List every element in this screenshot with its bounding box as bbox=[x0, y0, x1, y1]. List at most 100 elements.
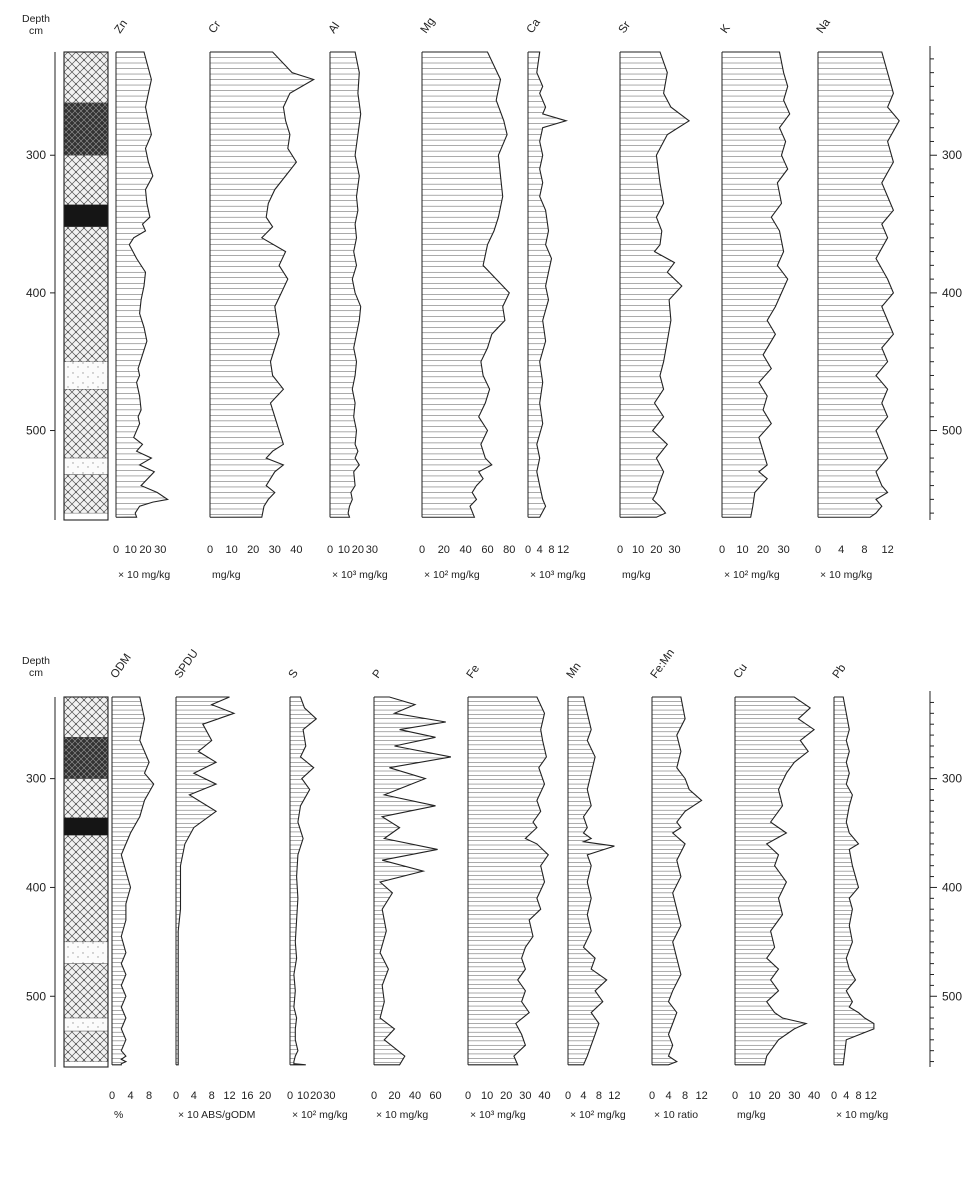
profile-cr: Cr 0 10 20 30 40 mg/kg bbox=[207, 19, 316, 581]
profile-line bbox=[373, 696, 452, 1066]
unit-label: % bbox=[114, 1109, 123, 1121]
profile-line bbox=[527, 51, 569, 518]
x-tick-label: 8 bbox=[548, 544, 554, 556]
x-tick-label: 10 bbox=[225, 544, 237, 556]
profile-ca: Ca 0 4 8 12 × 10³ mg/kg bbox=[525, 16, 586, 581]
unit-label: × 10³ mg/kg bbox=[470, 1109, 526, 1121]
x-tick-label: 10 bbox=[338, 544, 350, 556]
profile-line bbox=[289, 696, 318, 1066]
x-tick-label: 16 bbox=[241, 1090, 253, 1102]
lithology-unit-crosshatch bbox=[63, 778, 109, 818]
depth-axis-unit: cm bbox=[29, 25, 43, 37]
profile-line bbox=[567, 696, 615, 1066]
depth-tick-label: 500 bbox=[26, 989, 46, 1003]
profile-odm: ODM 0 4 8% bbox=[109, 652, 155, 1121]
profile-k: K 0 10 20 30 × 10² mg/kg bbox=[719, 22, 791, 581]
element-label: Fe bbox=[465, 663, 483, 681]
x-tick-label: 8 bbox=[209, 1090, 215, 1102]
x-tick-label: 20 bbox=[310, 1090, 322, 1102]
unit-label: × 10² mg/kg bbox=[424, 569, 480, 581]
depth-tick-label: 400 bbox=[942, 286, 962, 300]
lithology-unit-crosshatch bbox=[63, 389, 109, 459]
x-tick-label: 0 bbox=[371, 1090, 377, 1102]
lithology-unit-crosshatch bbox=[63, 155, 109, 205]
x-tick-label: 8 bbox=[861, 544, 867, 556]
unit-label: × 10² mg/kg bbox=[292, 1109, 348, 1121]
profile-line bbox=[734, 696, 816, 1066]
x-tick-label: 20 bbox=[768, 1090, 780, 1102]
x-tick-label: 4 bbox=[843, 1090, 849, 1102]
profile-line bbox=[619, 51, 691, 518]
profile-fe: Fe 0 10 20 30 40 × 10³ mg/kg bbox=[465, 663, 551, 1121]
lithology-column bbox=[63, 51, 109, 521]
x-tick-label: 40 bbox=[290, 544, 302, 556]
x-tick-label: 0 bbox=[719, 544, 725, 556]
x-tick-label: 30 bbox=[668, 544, 680, 556]
depth-tick-label: 300 bbox=[942, 772, 962, 786]
profile-line bbox=[111, 696, 155, 1066]
x-tick-label: 40 bbox=[538, 1090, 550, 1102]
x-tick-label: 0 bbox=[287, 1090, 293, 1102]
x-tick-label: 4 bbox=[580, 1090, 586, 1102]
x-tick-label: 4 bbox=[537, 544, 543, 556]
depth-axis-unit: cm bbox=[29, 667, 43, 679]
x-tick-label: 0 bbox=[113, 544, 119, 556]
x-tick-label: 8 bbox=[146, 1090, 152, 1102]
profile-line bbox=[421, 51, 510, 518]
x-tick-label: 12 bbox=[865, 1090, 877, 1102]
x-tick-label: 12 bbox=[557, 544, 569, 556]
x-tick-label: 30 bbox=[366, 544, 378, 556]
depth-tick-label: 400 bbox=[26, 286, 46, 300]
x-tick-label: 20 bbox=[388, 1090, 400, 1102]
profile-line bbox=[467, 696, 550, 1066]
x-tick-label: 10 bbox=[749, 1090, 761, 1102]
x-tick-label: 0 bbox=[419, 544, 425, 556]
depth-tick-label: 400 bbox=[942, 880, 962, 894]
x-tick-label: 30 bbox=[154, 544, 166, 556]
unit-label: × 10³ mg/kg bbox=[530, 569, 586, 581]
unit-label: × 10³ mg/kg bbox=[332, 569, 388, 581]
profile-s: S 0 10 20 30 × 10² mg/kg bbox=[287, 667, 348, 1121]
x-tick-label: 40 bbox=[808, 1090, 820, 1102]
lithology-unit-crosshatch bbox=[63, 1030, 109, 1062]
x-tick-label: 30 bbox=[788, 1090, 800, 1102]
x-tick-label: 8 bbox=[596, 1090, 602, 1102]
element-label: S bbox=[287, 667, 301, 680]
x-tick-label: 30 bbox=[269, 544, 281, 556]
x-tick-label: 0 bbox=[565, 1090, 571, 1102]
x-tick-label: 12 bbox=[608, 1090, 620, 1102]
unit-label: × 10 mg/kg bbox=[118, 569, 170, 581]
x-tick-label: 20 bbox=[259, 1090, 271, 1102]
lithology-unit-light bbox=[63, 457, 109, 475]
depth-tick-label: 300 bbox=[26, 772, 46, 786]
lithology-unit-crosshatch bbox=[63, 963, 109, 1019]
profile-p: P 0 20 40 60× 10 mg/kg bbox=[371, 667, 452, 1121]
x-tick-label: 10 bbox=[632, 544, 644, 556]
profile-line bbox=[833, 696, 875, 1066]
unit-label: × 10 mg/kg bbox=[376, 1109, 428, 1121]
x-tick-label: 12 bbox=[695, 1090, 707, 1102]
lithology-unit-crosshatch bbox=[63, 474, 109, 514]
lithology-unit-light bbox=[63, 1017, 109, 1032]
profile-line bbox=[817, 51, 900, 518]
profile-spdu: SPDU 0 4 8 12 16 20 × 10 ABS/gODM bbox=[173, 648, 272, 1121]
x-tick-label: 0 bbox=[831, 1090, 837, 1102]
profile-sr: Sr 0 10 20 30 mg/kg bbox=[617, 19, 691, 581]
unit-label: mg/kg bbox=[622, 569, 651, 581]
depth-axis-right: 300 400 500 bbox=[929, 46, 962, 520]
x-tick-label: 20 bbox=[500, 1090, 512, 1102]
element-label: Mg bbox=[419, 16, 438, 36]
depth-tick-label: 300 bbox=[26, 148, 46, 162]
lithology-unit-dark bbox=[63, 102, 109, 156]
x-tick-label: 0 bbox=[109, 1090, 115, 1102]
profile-line bbox=[721, 51, 791, 518]
x-tick-label: 4 bbox=[665, 1090, 671, 1102]
x-tick-label: 0 bbox=[207, 544, 213, 556]
lithology-frame bbox=[63, 51, 109, 521]
lithology-unit-crosshatch bbox=[63, 835, 109, 943]
element-label: Sr bbox=[617, 19, 634, 35]
x-tick-label: 4 bbox=[191, 1090, 197, 1102]
lithology-column bbox=[63, 696, 109, 1068]
